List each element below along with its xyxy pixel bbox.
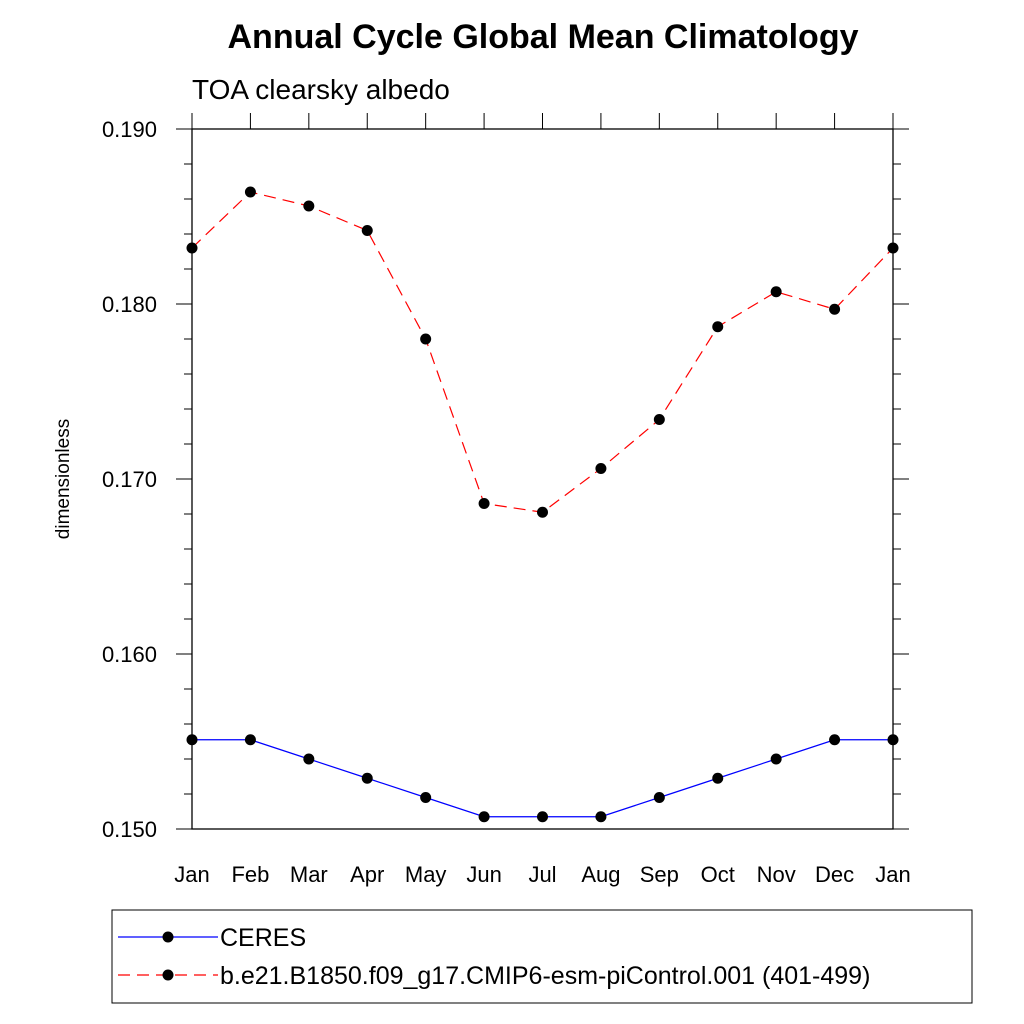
series-1 [186, 186, 899, 518]
data-point [653, 792, 665, 803]
series-line [191, 191, 894, 513]
data-point [244, 186, 256, 198]
x-tick-label: Sep [640, 862, 679, 887]
data-point [478, 498, 490, 509]
legend-items: CERES b.e21.B1850.f09_g17.CMIP6-esm-piCon… [118, 924, 870, 990]
series-0 [186, 734, 899, 823]
legend-label: CERES [220, 924, 306, 952]
data-point [478, 811, 490, 823]
data-point [595, 463, 607, 474]
data-point [537, 811, 548, 823]
legend-swatch-marker [162, 931, 174, 943]
legend-swatch-marker [162, 969, 174, 981]
x-tick-label: Jun [466, 862, 501, 887]
x-tick-label: Mar [290, 862, 328, 887]
data-point [829, 303, 841, 315]
data-point [244, 734, 256, 746]
data-point [712, 321, 724, 333]
y-tick-label: 0.180 [102, 292, 157, 317]
data-point [829, 734, 841, 746]
x-tick-label: Oct [701, 862, 735, 887]
x-tick-label: Jul [528, 862, 556, 887]
x-tick-label: Aug [581, 862, 620, 887]
data-point [595, 811, 607, 823]
data-point [361, 772, 373, 784]
x-tick-label: May [405, 862, 447, 887]
data-point [770, 753, 782, 765]
legend-box [111, 909, 973, 1004]
data-point [303, 200, 315, 212]
chart-title: Annual Cycle Global Mean Climatology [228, 18, 859, 56]
data-point [537, 506, 548, 518]
x-tick-label: Dec [815, 862, 854, 887]
data-point [361, 225, 373, 236]
y-tick-label: 0.170 [102, 467, 157, 492]
plot-frame [191, 128, 894, 830]
legend-entry: CERES [118, 924, 306, 952]
data-point [712, 772, 724, 784]
data-point [653, 414, 665, 425]
y-tick-label: 0.190 [102, 117, 157, 142]
y-tick-label: 0.150 [102, 817, 157, 842]
x-tick-label: Jan [174, 862, 209, 887]
data-point [186, 242, 198, 254]
data-point [186, 734, 198, 746]
x-tick-label: Feb [231, 862, 269, 887]
x-tick-label: Apr [350, 862, 384, 887]
legend-entry: b.e21.B1850.f09_g17.CMIP6-esm-piControl.… [118, 962, 870, 990]
x-tick-labels: Jan Feb Mar Apr May Jun Jul Aug Sep Oct Nov Dec Jan [174, 862, 910, 887]
chart-subtitle: TOA clearsky albedo [192, 74, 450, 105]
axis-ticks [176, 113, 909, 830]
data-series [186, 186, 899, 823]
data-point [770, 286, 782, 298]
y-axis-label: dimensionless [53, 419, 74, 539]
legend: CERES b.e21.B1850.f09_g17.CMIP6-esm-piCon… [111, 909, 973, 1004]
data-point [420, 333, 432, 345]
data-point [887, 734, 899, 746]
data-point [420, 792, 432, 803]
data-point [887, 242, 899, 254]
x-tick-label: Nov [757, 862, 796, 887]
x-tick-label: Jan [875, 862, 910, 887]
data-point [303, 753, 315, 765]
series-line [192, 739, 893, 818]
y-tick-labels: 0.150 0.160 0.170 0.180 0.190 [102, 117, 157, 842]
legend-label: b.e21.B1850.f09_g17.CMIP6-esm-piControl.… [220, 962, 870, 990]
y-tick-label: 0.160 [102, 642, 157, 667]
